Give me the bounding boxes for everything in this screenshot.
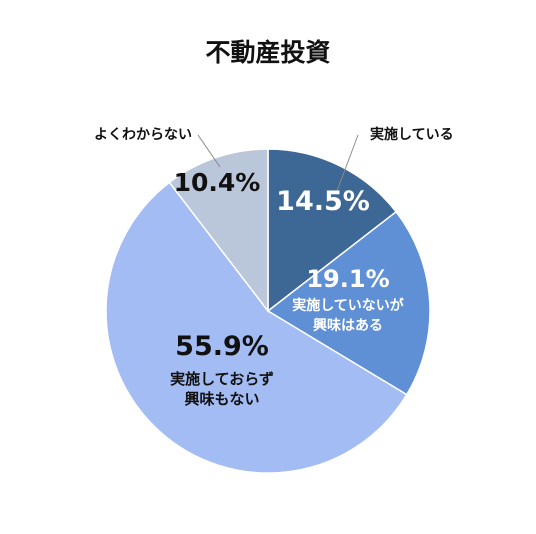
pie-slice-interested (266, 210, 431, 396)
slice-label-unknown: よくわからない (94, 127, 192, 143)
slice-label-implementing: 実施している (370, 126, 454, 143)
pie-slices (105, 148, 431, 474)
slice-value-unknown: 10.4% (174, 168, 261, 197)
slice-label-not-interested-line-2: 興味もない (184, 390, 259, 408)
leader-lines (197, 134, 359, 192)
slice-label-not-interested-line-1: 実施しておらず (170, 370, 274, 388)
slice-value-not-interested: 55.9% (175, 331, 269, 362)
pie-slice-not-interested (105, 181, 408, 474)
slice-value-implementing: 14.5% (276, 186, 370, 217)
chart-title: 不動産投資 (205, 38, 330, 67)
slice-label-interested-line-2: 興味はある (313, 318, 383, 334)
leader-line-unknown (197, 134, 221, 168)
pie-slice-implementing (267, 148, 398, 313)
slice-value-interested: 19.1% (306, 265, 389, 293)
slice-label-interested-line-1: 実施していないが (292, 297, 405, 314)
pie-slice-unknown (168, 148, 269, 314)
leader-line-implementing (336, 134, 359, 192)
